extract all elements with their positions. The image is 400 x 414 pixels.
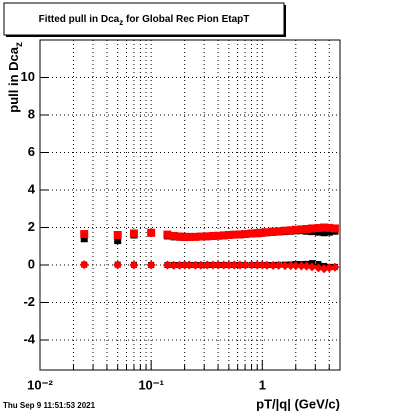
- point: [252, 260, 262, 270]
- point: [247, 260, 257, 270]
- point: [302, 261, 312, 271]
- point: [113, 260, 123, 270]
- point: [280, 261, 290, 271]
- y-tick-label: 6: [28, 144, 35, 159]
- point: [253, 229, 262, 238]
- point: [208, 231, 217, 240]
- point: [269, 227, 278, 236]
- point: [208, 260, 218, 270]
- point: [214, 231, 223, 240]
- point: [235, 260, 245, 270]
- point: [314, 224, 323, 233]
- y-tick-label: 0: [28, 256, 35, 271]
- title-part: Fitted pull in Dca: [39, 14, 120, 25]
- point: [236, 230, 245, 239]
- y-tick-label: 8: [28, 106, 35, 121]
- title-sub: z: [119, 18, 123, 27]
- point: [79, 260, 89, 270]
- y-tick-label: 10: [21, 69, 35, 84]
- point: [258, 228, 267, 237]
- x-tick-label: 10⁻²: [27, 377, 53, 392]
- title-part: for Global Rec Pion EtapT: [123, 14, 249, 25]
- point: [324, 263, 334, 273]
- point: [185, 232, 194, 241]
- point: [113, 231, 122, 239]
- point: [241, 230, 250, 239]
- point: [307, 262, 317, 272]
- point: [80, 230, 89, 239]
- point: [313, 263, 323, 273]
- y-axis-label: pull in Dcaz: [6, 42, 24, 113]
- point: [286, 226, 295, 235]
- point: [175, 260, 185, 270]
- point: [180, 260, 190, 270]
- point: [129, 260, 139, 270]
- point: [308, 224, 317, 233]
- plot-frame: [39, 39, 341, 371]
- point: [229, 260, 239, 270]
- point: [163, 230, 172, 239]
- y-label-sub: z: [14, 42, 25, 47]
- point: [184, 260, 194, 270]
- point: [262, 260, 272, 270]
- point: [162, 260, 172, 270]
- y-tick-label: -2: [23, 294, 35, 309]
- point: [80, 235, 88, 243]
- x-tick-label: 10⁻¹: [138, 377, 164, 392]
- point: [286, 261, 296, 271]
- point: [274, 260, 284, 270]
- point: [291, 225, 300, 234]
- point: [129, 229, 138, 238]
- point: [291, 261, 301, 271]
- y-tick-label: -4: [23, 331, 35, 346]
- point: [190, 260, 200, 270]
- y-tick-label: 2: [28, 219, 35, 234]
- point: [330, 262, 340, 272]
- point: [314, 228, 322, 236]
- point: [330, 224, 339, 233]
- point: [325, 223, 334, 232]
- point: [202, 260, 212, 270]
- point: [274, 227, 283, 236]
- point: [169, 260, 179, 270]
- point: [203, 232, 212, 241]
- point: [262, 228, 271, 237]
- point: [146, 260, 156, 270]
- point: [196, 260, 206, 270]
- point: [268, 260, 278, 270]
- point: [325, 228, 333, 236]
- point: [280, 226, 289, 235]
- point: [191, 232, 200, 241]
- point: [296, 261, 306, 271]
- point: [219, 231, 228, 240]
- point: [230, 230, 239, 239]
- point: [147, 228, 156, 237]
- point: [320, 223, 329, 232]
- chart-title: Fitted pull in Dcaz for Global Rec Pion …: [39, 14, 250, 27]
- y-label-part: pull in Dca: [6, 46, 21, 113]
- x-axis-label: pT/|q| (GeV/c): [256, 396, 340, 411]
- point: [224, 260, 234, 270]
- point: [180, 232, 189, 241]
- title-box: [3, 2, 285, 36]
- y-tick-label: 4: [28, 181, 36, 196]
- point: [219, 260, 229, 270]
- timestamp: Thu Sep 9 11:51:53 2021: [3, 401, 96, 410]
- point: [114, 237, 122, 245]
- point: [213, 260, 223, 270]
- point: [297, 225, 306, 234]
- x-tick-label: 1: [259, 377, 266, 392]
- point: [196, 232, 205, 241]
- point: [224, 231, 233, 239]
- point: [247, 229, 256, 238]
- point: [240, 260, 250, 270]
- point: [320, 229, 328, 237]
- point: [302, 225, 311, 233]
- point: [169, 231, 178, 240]
- point: [175, 232, 184, 241]
